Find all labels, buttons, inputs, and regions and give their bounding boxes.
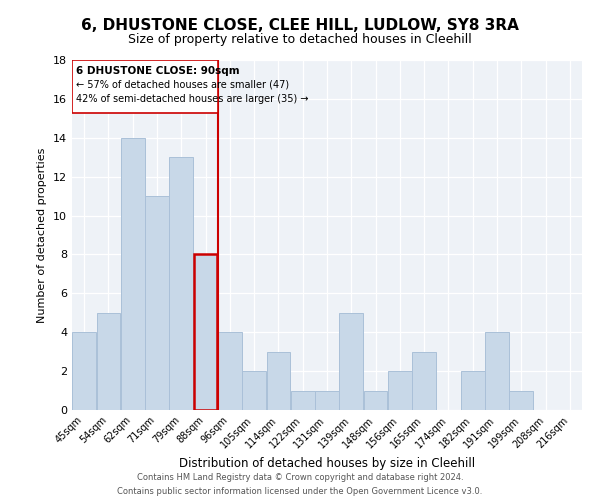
- Text: 6, DHUSTONE CLOSE, CLEE HILL, LUDLOW, SY8 3RA: 6, DHUSTONE CLOSE, CLEE HILL, LUDLOW, SY…: [81, 18, 519, 32]
- Text: 6 DHUSTONE CLOSE: 90sqm: 6 DHUSTONE CLOSE: 90sqm: [76, 66, 239, 76]
- Bar: [97, 313, 121, 410]
- Bar: [485, 332, 509, 410]
- Bar: [72, 60, 218, 112]
- Bar: [194, 254, 217, 410]
- Bar: [364, 390, 388, 410]
- Bar: [509, 390, 533, 410]
- Bar: [145, 196, 169, 410]
- X-axis label: Distribution of detached houses by size in Cleehill: Distribution of detached houses by size …: [179, 456, 475, 469]
- Bar: [461, 371, 485, 410]
- Text: Contains HM Land Registry data © Crown copyright and database right 2024.: Contains HM Land Registry data © Crown c…: [137, 472, 463, 482]
- Text: Size of property relative to detached houses in Cleehill: Size of property relative to detached ho…: [128, 32, 472, 46]
- Bar: [72, 332, 96, 410]
- Bar: [388, 371, 412, 410]
- Y-axis label: Number of detached properties: Number of detached properties: [37, 148, 47, 322]
- Text: 42% of semi-detached houses are larger (35) →: 42% of semi-detached houses are larger (…: [76, 94, 308, 104]
- Bar: [291, 390, 314, 410]
- Bar: [340, 313, 363, 410]
- Bar: [266, 352, 290, 410]
- Bar: [194, 254, 217, 410]
- Bar: [169, 157, 193, 410]
- Bar: [218, 332, 242, 410]
- Bar: [121, 138, 145, 410]
- Text: Contains public sector information licensed under the Open Government Licence v3: Contains public sector information licen…: [118, 488, 482, 496]
- Text: ← 57% of detached houses are smaller (47): ← 57% of detached houses are smaller (47…: [76, 80, 289, 90]
- Bar: [242, 371, 266, 410]
- Bar: [412, 352, 436, 410]
- Bar: [315, 390, 339, 410]
